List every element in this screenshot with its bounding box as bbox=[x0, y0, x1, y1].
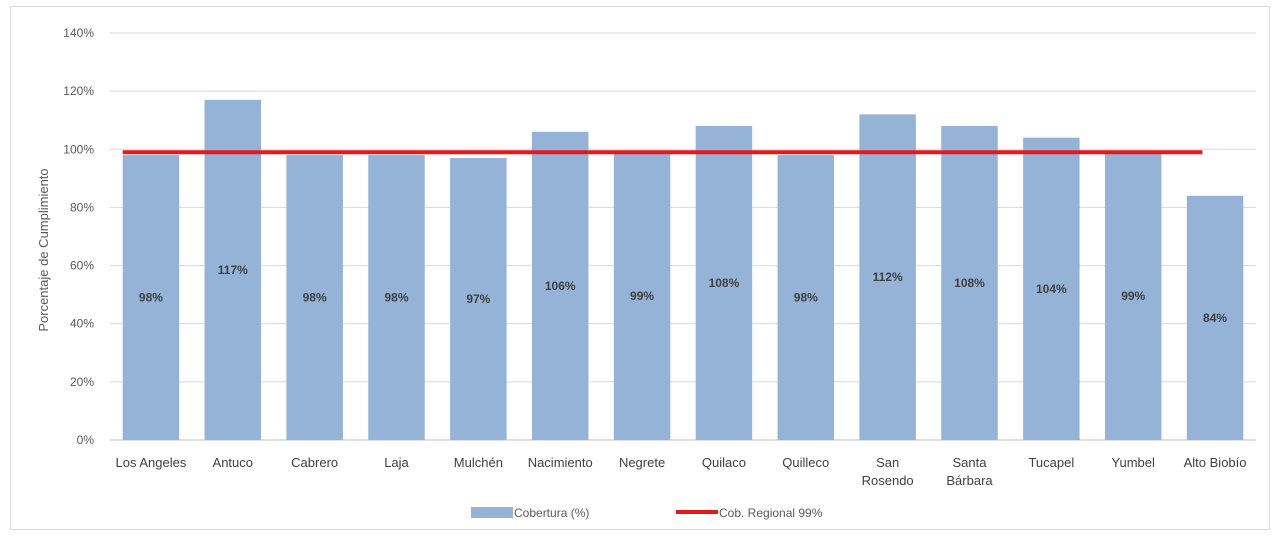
bar-data-label: 98% bbox=[139, 291, 163, 305]
bar bbox=[777, 155, 835, 440]
bar-data-label: 108% bbox=[954, 276, 985, 290]
y-axis-label: Porcentaje de Cumplimiento bbox=[36, 168, 51, 331]
bar-data-label: 112% bbox=[873, 270, 903, 284]
bar-data-label: 99% bbox=[1121, 289, 1145, 303]
bar bbox=[859, 114, 916, 441]
gridlines bbox=[110, 32, 1256, 441]
bar bbox=[1023, 137, 1080, 440]
bar-data-label: 98% bbox=[384, 291, 408, 305]
bar-data-label: 104% bbox=[1036, 282, 1067, 296]
bar-data-label: 84% bbox=[1203, 311, 1227, 325]
x-category-label: Antuco bbox=[213, 455, 253, 470]
x-axis-categories: Los Angeles Antuco Cabrero Laja Mulchén Nacim… bbox=[116, 455, 1247, 488]
x-category-label: Nacimiento bbox=[528, 455, 593, 470]
bar bbox=[941, 126, 998, 441]
y-axis-ticks: 0% 20% 40% 60% 80% 100% 120% 140% bbox=[63, 26, 94, 447]
x-category-label: Negrete bbox=[619, 455, 665, 470]
y-tick-label: 20% bbox=[70, 375, 94, 389]
x-category-label: Tucapel bbox=[1028, 455, 1074, 470]
x-category-label: Los Angeles bbox=[116, 455, 187, 470]
y-tick-label: 120% bbox=[63, 84, 94, 98]
bar bbox=[613, 152, 671, 440]
x-category-label: Quilleco bbox=[782, 455, 829, 470]
bars bbox=[122, 99, 1244, 441]
y-tick-label: 80% bbox=[70, 200, 94, 214]
bar bbox=[368, 155, 425, 440]
bar bbox=[122, 155, 180, 440]
bar-data-label: 97% bbox=[466, 292, 490, 306]
bar bbox=[1104, 152, 1162, 440]
bar-data-label: 98% bbox=[794, 291, 818, 305]
x-category-label: Mulchén bbox=[454, 455, 503, 470]
bar bbox=[204, 99, 262, 440]
bar-data-label: 117% bbox=[218, 263, 248, 277]
legend: Cobertura (%) Cob. Regional 99% bbox=[471, 506, 823, 520]
x-category-label: San Rosendo bbox=[862, 455, 914, 488]
x-category-label: Quilaco bbox=[702, 455, 746, 470]
bar bbox=[695, 126, 753, 441]
bar-data-label: 99% bbox=[630, 289, 654, 303]
y-tick-label: 140% bbox=[63, 26, 94, 40]
legend-swatch-cobertura bbox=[471, 507, 513, 518]
y-tick-label: 0% bbox=[77, 433, 95, 447]
legend-label-cobertura: Cobertura (%) bbox=[514, 506, 589, 520]
bar-data-label: 98% bbox=[303, 291, 327, 305]
bar bbox=[450, 158, 507, 440]
y-tick-label: 40% bbox=[70, 317, 94, 331]
y-tick-label: 60% bbox=[70, 259, 94, 273]
bar-data-label: 108% bbox=[709, 276, 740, 290]
bar bbox=[286, 155, 343, 440]
y-tick-label: 100% bbox=[63, 142, 94, 156]
legend-label-regional: Cob. Regional 99% bbox=[719, 506, 823, 520]
x-category-label: Laja bbox=[384, 455, 409, 470]
x-category-label: Alto Biobío bbox=[1184, 455, 1247, 470]
bar-data-label: 106% bbox=[545, 279, 576, 293]
x-category-label: Cabrero bbox=[291, 455, 338, 470]
x-category-label: Santa Bárbara bbox=[946, 455, 993, 488]
bar bbox=[1186, 195, 1244, 440]
bar bbox=[531, 131, 589, 441]
x-category-label: Yumbel bbox=[1112, 455, 1155, 470]
data-labels: 98% 117% 98% 98% 97% 106% 99% 108% 98% 112% 108% 10… bbox=[139, 263, 1227, 325]
